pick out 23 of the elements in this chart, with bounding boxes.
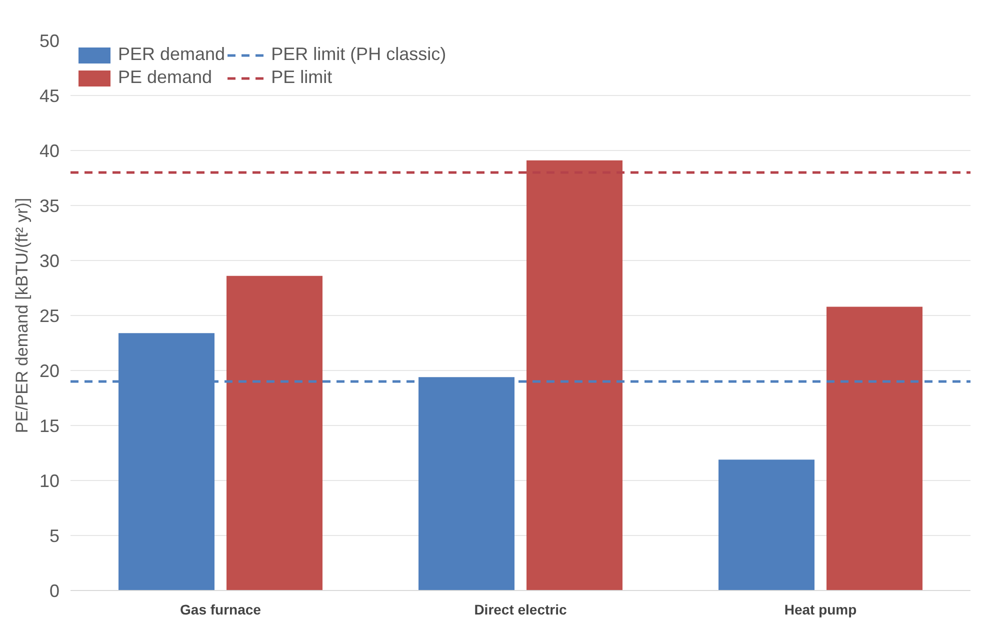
y-tick-label: 30 bbox=[39, 251, 60, 271]
y-tick-label: 25 bbox=[39, 306, 60, 326]
y-axis-title: PE/PER demand [kBTU/(ft² yr)] bbox=[12, 198, 32, 434]
x-tick-label: Gas furnace bbox=[180, 602, 262, 618]
y-tick-label: 45 bbox=[39, 86, 60, 106]
y-tick-label: 0 bbox=[49, 581, 60, 601]
legend-label: PER demand bbox=[118, 44, 226, 65]
y-tick-label: 10 bbox=[39, 471, 60, 491]
y-tick-label: 50 bbox=[39, 31, 60, 51]
bar bbox=[718, 460, 814, 590]
y-tick-label: 35 bbox=[39, 196, 60, 216]
y-tick-label: 15 bbox=[39, 416, 60, 436]
legend-label: PER limit (PH classic) bbox=[271, 44, 446, 65]
x-tick-label: Heat pump bbox=[784, 602, 857, 618]
legend-label: PE limit bbox=[271, 67, 332, 88]
y-tick-label: 5 bbox=[49, 526, 60, 546]
legend-label: PE demand bbox=[118, 67, 212, 88]
x-tick-label: Direct electric bbox=[474, 602, 568, 618]
y-tick-label: 20 bbox=[39, 361, 60, 381]
bar bbox=[826, 306, 922, 590]
bar bbox=[526, 160, 622, 590]
bar bbox=[226, 276, 322, 590]
y-tick-label: 40 bbox=[39, 141, 60, 161]
